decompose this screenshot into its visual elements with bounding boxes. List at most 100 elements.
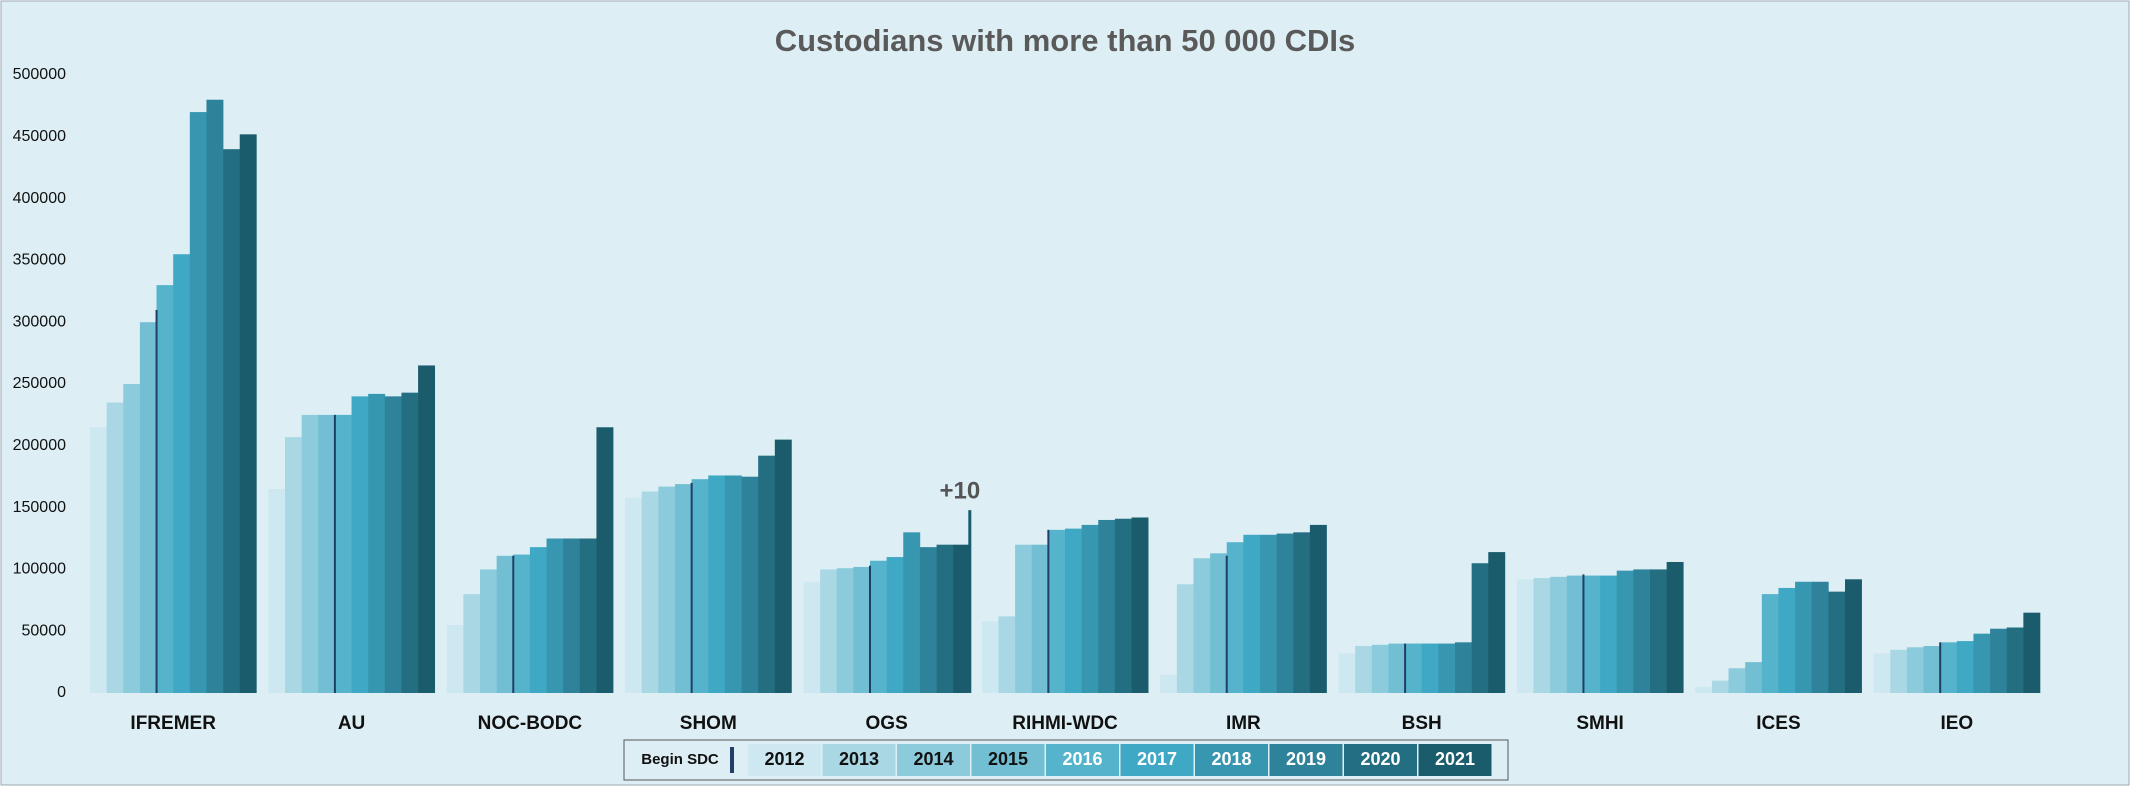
x-tick-label: IMR: [1226, 713, 1261, 734]
legend-label: 2018: [1211, 749, 1251, 769]
bar: [90, 427, 107, 693]
bar: [1533, 578, 1551, 693]
bar: [189, 112, 207, 693]
bar: [1210, 553, 1228, 693]
x-tick-label: ICES: [1756, 713, 1800, 734]
annotation: +10: [939, 477, 980, 504]
x-tick-label: SHOM: [680, 713, 737, 734]
x-tick-label: BSH: [1402, 713, 1442, 734]
bar: [563, 538, 581, 693]
bar: [239, 134, 257, 693]
x-tick-label: IEO: [1940, 713, 1973, 734]
legend-label: 2012: [764, 749, 804, 769]
y-tick-label: 500000: [13, 66, 66, 83]
bar: [1666, 561, 1684, 693]
bar: [658, 486, 676, 693]
legend-swatch: [1344, 744, 1417, 776]
bar: [463, 594, 481, 693]
bar: [1176, 584, 1194, 693]
bar: [2006, 627, 2024, 693]
bar: [123, 384, 141, 693]
x-tick-label: SMHI: [1576, 713, 1624, 734]
bar: [1193, 558, 1211, 693]
bar: [173, 254, 191, 693]
bar: [625, 497, 643, 693]
legend-swatch: [1195, 744, 1268, 776]
bar: [1566, 575, 1584, 693]
bar: [1065, 528, 1082, 693]
bar: [1616, 570, 1634, 693]
bar: [1923, 646, 1941, 693]
bar: [301, 414, 319, 693]
bar: [1114, 518, 1132, 693]
bar: [351, 396, 369, 693]
bar: [1711, 680, 1729, 693]
y-tick-label: 350000: [13, 252, 66, 269]
bar: [1131, 517, 1149, 693]
bar: [480, 569, 497, 693]
bar: [384, 396, 402, 693]
bar: [998, 616, 1016, 693]
bar: [1471, 563, 1489, 693]
bar: [1488, 552, 1506, 693]
bar: [741, 476, 759, 693]
bar: [1873, 653, 1891, 693]
bar: [1243, 534, 1261, 693]
x-tick-label: RIHMI-WDC: [1012, 713, 1118, 734]
bar: [446, 625, 464, 693]
bar: [1650, 569, 1667, 693]
bar: [981, 621, 999, 693]
bar: [803, 581, 821, 693]
bar: [1906, 647, 1924, 693]
bar: [318, 414, 336, 693]
bar: [836, 568, 854, 693]
bar: [139, 322, 157, 693]
legend-swatch: [971, 744, 1045, 776]
bar: [708, 475, 726, 693]
legend-label: 2016: [1062, 749, 1102, 769]
bar: [675, 484, 692, 693]
bar: [268, 489, 286, 693]
bar: [1973, 633, 1991, 693]
legend-swatch: [1418, 744, 1492, 776]
bar: [1260, 534, 1277, 693]
bar: [1633, 569, 1651, 693]
bar: [285, 437, 302, 693]
bar: [724, 475, 742, 693]
bar: [1226, 542, 1244, 693]
bar: [1550, 576, 1568, 693]
legend-swatch: [1046, 744, 1119, 776]
bar: [368, 393, 386, 693]
bar: [529, 547, 547, 693]
bar: [1293, 532, 1311, 693]
legend-label: 2021: [1435, 749, 1475, 769]
bar: [1745, 662, 1763, 693]
legend-swatch: [730, 747, 734, 773]
bar: [919, 547, 937, 693]
bar: [1081, 524, 1099, 693]
bar: [1405, 643, 1423, 693]
bar: [1098, 519, 1116, 693]
bar: [1795, 581, 1813, 693]
bar: [1421, 643, 1439, 693]
bar: [1728, 668, 1746, 693]
bar: [1388, 643, 1406, 693]
x-tick-label: OGS: [866, 713, 908, 734]
bar: [641, 491, 659, 693]
bar: [886, 557, 904, 693]
y-tick-label: 400000: [13, 190, 66, 207]
bar: [106, 402, 124, 693]
legend-label: 2015: [988, 749, 1028, 769]
legend-swatch: [1269, 744, 1343, 776]
bar: [903, 532, 921, 693]
bar: [1438, 643, 1456, 693]
bar: [1015, 544, 1033, 693]
x-tick-label: NOC-BODC: [478, 713, 583, 734]
bar: [401, 392, 419, 693]
bar: [1309, 524, 1327, 693]
bar: [820, 569, 838, 693]
bar: [1890, 649, 1908, 693]
bar: [870, 560, 887, 693]
y-tick-label: 150000: [13, 499, 66, 516]
y-tick-label: 300000: [13, 313, 66, 330]
